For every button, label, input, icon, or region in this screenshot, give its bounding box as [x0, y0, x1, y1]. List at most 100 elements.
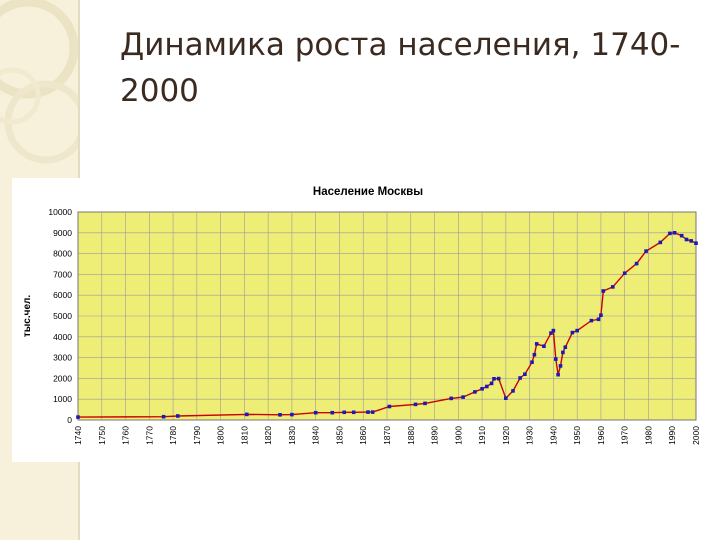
- x-tick-label: 1890: [430, 426, 440, 445]
- x-tick-label: 1980: [643, 426, 653, 445]
- data-point: [563, 345, 568, 349]
- data-point: [542, 344, 546, 348]
- data-point: [556, 372, 560, 377]
- x-tick-label: 1950: [572, 426, 582, 445]
- y-tick-label: 1000: [53, 394, 72, 404]
- x-tick-label: 1820: [263, 426, 273, 445]
- data-point: [278, 413, 282, 417]
- data-point: [313, 410, 318, 415]
- data-point: [76, 415, 80, 419]
- data-point: [370, 410, 375, 414]
- data-point: [530, 360, 534, 364]
- data-point: [387, 404, 392, 409]
- data-series: [76, 231, 698, 419]
- data-point: [492, 377, 496, 381]
- data-point: [176, 414, 180, 418]
- gridlines: [78, 212, 696, 420]
- y-tick-label: 3000: [53, 353, 72, 363]
- data-point: [534, 342, 539, 346]
- data-point: [570, 330, 575, 335]
- data-point: [596, 317, 601, 322]
- data-point: [473, 390, 477, 394]
- data-point: [549, 331, 553, 335]
- x-tick-label: 1990: [667, 426, 677, 445]
- x-tick-label: 1840: [311, 426, 321, 445]
- y-tick-label: 9000: [53, 228, 72, 238]
- data-point: [161, 414, 166, 419]
- x-tick-label: 1810: [239, 426, 249, 445]
- data-point: [523, 372, 527, 376]
- x-tick-label: 1760: [121, 426, 131, 445]
- data-point: [694, 241, 698, 245]
- data-point: [601, 289, 606, 293]
- data-point: [489, 381, 494, 386]
- x-tick-label: 1930: [525, 426, 535, 445]
- x-tick-label: 1860: [358, 426, 368, 445]
- x-tick-label: 1870: [382, 426, 392, 445]
- data-point: [366, 410, 370, 414]
- data-point: [668, 231, 672, 236]
- data-point: [672, 231, 677, 235]
- x-tick-label: 1740: [73, 426, 83, 445]
- y-tick-label: 4000: [53, 332, 72, 342]
- data-point: [449, 396, 453, 401]
- x-tick-label: 1830: [287, 426, 297, 445]
- x-tick-label: 1970: [620, 426, 630, 445]
- data-point: [423, 401, 427, 406]
- x-tick-label: 1920: [501, 426, 511, 445]
- y-tick-label: 7000: [53, 269, 72, 279]
- data-point: [684, 237, 689, 242]
- data-point: [558, 364, 563, 368]
- data-point: [461, 395, 465, 399]
- data-point: [575, 328, 579, 333]
- x-tick-label: 1940: [548, 426, 558, 445]
- data-point: [511, 389, 515, 393]
- data-point: [644, 249, 648, 253]
- data-point: [330, 410, 335, 415]
- data-point: [634, 261, 639, 266]
- y-tick-label: 6000: [53, 290, 72, 300]
- chart-title: Население Москвы: [313, 186, 423, 198]
- x-tick-label: 2000: [691, 426, 701, 445]
- x-tick-label: 1910: [477, 426, 487, 445]
- y-tick-label: 8000: [53, 249, 72, 259]
- y-tick-label: 0: [67, 415, 72, 425]
- x-axis-ticks: 1740 1750 1760 1770 1780 1790 1800 1810 1820 1830…: [73, 426, 701, 445]
- data-point: [679, 233, 684, 238]
- x-tick-label: 1960: [596, 426, 606, 445]
- population-chart: Население Москвы тыс.чел. 0 1000 2000 3000 4…: [22, 186, 701, 445]
- x-tick-label: 1770: [144, 426, 154, 445]
- data-point: [561, 350, 565, 355]
- x-tick-label: 1880: [406, 426, 416, 445]
- data-point: [518, 376, 522, 380]
- chart-panel: Население Москвы тыс.чел. 0 1000 2000 3000 4…: [12, 178, 704, 462]
- slide-title: Динамика роста населения, 1740-2000: [120, 27, 681, 109]
- y-tick-label: 5000: [53, 311, 72, 321]
- data-point: [622, 271, 627, 275]
- x-tick-label: 1800: [216, 426, 226, 445]
- data-point: [351, 410, 356, 415]
- y-tick-label: 2000: [53, 373, 72, 383]
- data-point: [551, 328, 556, 333]
- data-point: [599, 313, 603, 317]
- y-axis-label: тыс.чел.: [22, 295, 33, 337]
- data-point: [480, 387, 484, 391]
- data-point: [532, 352, 537, 357]
- data-point: [611, 285, 615, 289]
- x-tick-label: 1900: [453, 426, 463, 445]
- x-tick-label: 1780: [168, 426, 178, 445]
- y-axis-ticks: 0 1000 2000 3000 4000 5000 6000 7000 8000 9000 100…: [48, 207, 72, 425]
- data-point: [658, 240, 663, 245]
- data-point: [496, 376, 501, 381]
- data-point: [485, 384, 489, 389]
- data-point: [589, 318, 594, 323]
- data-point: [245, 412, 249, 417]
- x-tick-label: 1750: [97, 426, 107, 445]
- data-point: [689, 239, 693, 243]
- data-point: [504, 396, 508, 400]
- y-tick-label: 10000: [48, 207, 72, 217]
- data-point: [554, 357, 558, 361]
- x-tick-label: 1790: [192, 426, 202, 445]
- x-tick-label: 1850: [334, 426, 344, 445]
- data-point: [290, 412, 294, 417]
